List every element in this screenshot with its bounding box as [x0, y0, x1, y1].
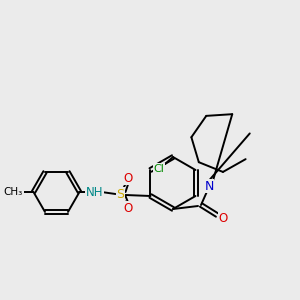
Text: O: O	[218, 212, 228, 224]
Text: O: O	[124, 202, 133, 214]
Text: S: S	[116, 188, 124, 200]
Text: N: N	[204, 179, 214, 193]
Text: O: O	[124, 172, 133, 184]
Text: Cl: Cl	[154, 164, 164, 174]
Text: NH: NH	[86, 185, 103, 199]
Text: CH₃: CH₃	[4, 187, 23, 197]
